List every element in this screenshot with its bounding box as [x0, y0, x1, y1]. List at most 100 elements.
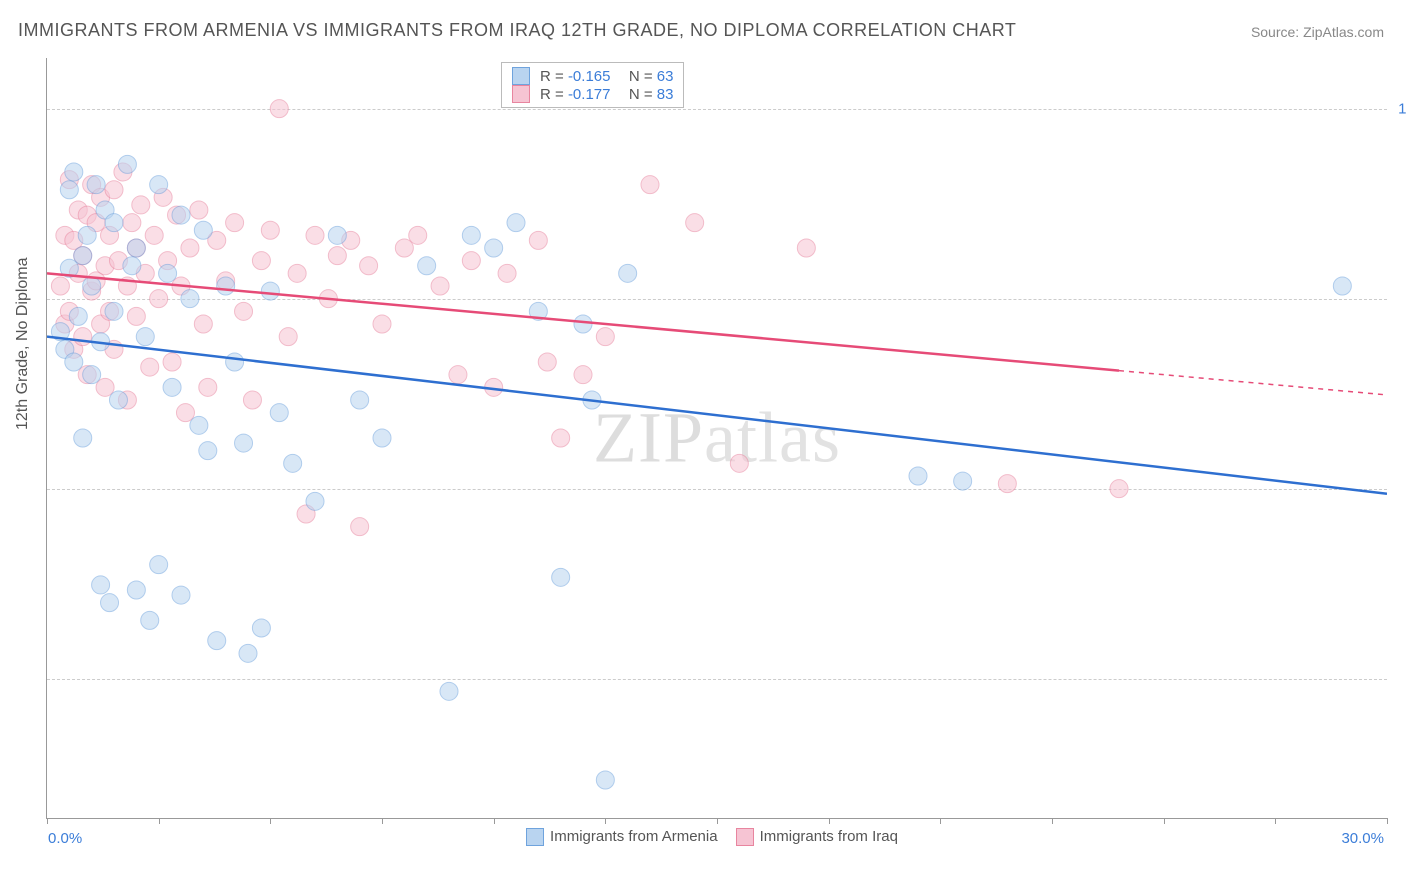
swatch-icon [512, 67, 530, 85]
scatter-point-armenia [574, 315, 592, 333]
scatter-point-armenia [78, 226, 96, 244]
scatter-point-iraq [235, 302, 253, 320]
scatter-point-armenia [270, 404, 288, 422]
scatter-point-armenia [123, 257, 141, 275]
scatter-point-armenia [351, 391, 369, 409]
scatter-point-armenia [194, 221, 212, 239]
scatter-point-iraq [190, 201, 208, 219]
scatter-point-armenia [74, 247, 92, 265]
legend: Immigrants from ArmeniaImmigrants from I… [0, 828, 1406, 846]
scatter-point-iraq [431, 277, 449, 295]
scatter-point-iraq [123, 214, 141, 232]
scatter-point-armenia [596, 771, 614, 789]
scatter-point-iraq [686, 214, 704, 232]
x-tick [829, 818, 830, 824]
scatter-point-iraq [176, 404, 194, 422]
scatter-point-armenia [252, 619, 270, 637]
trendline-armenia [47, 337, 1387, 494]
scatter-point-armenia [109, 391, 127, 409]
scatter-point-armenia [208, 632, 226, 650]
x-tick [382, 818, 383, 824]
scatter-point-armenia [87, 176, 105, 194]
scatter-point-armenia [127, 239, 145, 257]
scatter-point-iraq [797, 239, 815, 257]
x-tick [605, 818, 606, 824]
scatter-point-armenia [261, 282, 279, 300]
stat-row-iraq: R = -0.177 N = 83 [512, 85, 673, 103]
scatter-point-armenia [462, 226, 480, 244]
stat-r-label: R = -0.177 [540, 86, 610, 103]
scatter-point-armenia [105, 302, 123, 320]
scatter-point-iraq [181, 239, 199, 257]
scatter-point-armenia [440, 682, 458, 700]
scatter-point-iraq [360, 257, 378, 275]
scatter-point-armenia [118, 155, 136, 173]
x-tick [1052, 818, 1053, 824]
scatter-point-iraq [998, 475, 1016, 493]
scatter-point-armenia [172, 206, 190, 224]
scatter-point-armenia [306, 492, 324, 510]
scatter-point-armenia [954, 472, 972, 490]
scatter-point-armenia [163, 378, 181, 396]
x-tick [1275, 818, 1276, 824]
y-tick-label: 77.5% [1394, 670, 1406, 687]
stat-r-label: R = -0.165 [540, 68, 610, 85]
scatter-point-iraq [132, 196, 150, 214]
stat-n-value: 83 [657, 86, 674, 103]
scatter-point-armenia [235, 434, 253, 452]
stat-r-value: -0.165 [568, 68, 611, 85]
scatter-point-iraq [194, 315, 212, 333]
scatter-point-iraq [288, 264, 306, 282]
scatter-point-iraq [462, 252, 480, 270]
x-tick [940, 818, 941, 824]
scatter-point-armenia [485, 239, 503, 257]
scatter-point-armenia [239, 644, 257, 662]
stat-r-value: -0.177 [568, 86, 611, 103]
stat-row-armenia: R = -0.165 N = 63 [512, 67, 673, 85]
scatter-point-iraq [449, 366, 467, 384]
x-tick [47, 818, 48, 824]
stat-n-value: 63 [657, 68, 674, 85]
scatter-point-iraq [552, 429, 570, 447]
scatter-point-armenia [418, 257, 436, 275]
scatter-point-armenia [328, 226, 346, 244]
scatter-point-armenia [226, 353, 244, 371]
legend-label-iraq: Immigrants from Iraq [760, 828, 898, 845]
scatter-point-armenia [199, 442, 217, 460]
scatter-point-armenia [105, 214, 123, 232]
scatter-point-iraq [328, 247, 346, 265]
scatter-svg [47, 58, 1387, 818]
scatter-point-iraq [51, 277, 69, 295]
x-tick [494, 818, 495, 824]
scatter-point-iraq [199, 378, 217, 396]
scatter-point-iraq [306, 226, 324, 244]
scatter-point-armenia [159, 264, 177, 282]
scatter-point-armenia [92, 576, 110, 594]
y-tick-label: 100.0% [1394, 100, 1406, 117]
chart-plot-area: ZIPatlas R = -0.165 N = 63 R = -0.177 N … [46, 58, 1387, 819]
scatter-point-armenia [74, 429, 92, 447]
scatter-point-iraq [74, 328, 92, 346]
scatter-point-iraq [226, 214, 244, 232]
y-axis-label: 12th Grade, No Diploma [14, 257, 32, 430]
scatter-point-armenia [150, 556, 168, 574]
scatter-point-armenia [1333, 277, 1351, 295]
scatter-point-iraq [373, 315, 391, 333]
scatter-point-iraq [96, 378, 114, 396]
scatter-point-armenia [150, 176, 168, 194]
stat-n-label: N = 63 [620, 68, 673, 85]
scatter-point-iraq [279, 328, 297, 346]
scatter-point-iraq [163, 353, 181, 371]
y-tick-label: 85.0% [1394, 480, 1406, 497]
legend-swatch-armenia [526, 828, 544, 846]
scatter-point-armenia [60, 181, 78, 199]
scatter-point-iraq [1110, 480, 1128, 498]
trendline-iraq-extrapolated [1119, 371, 1387, 395]
x-tick [1164, 818, 1165, 824]
stat-n-label: N = 83 [620, 86, 673, 103]
scatter-point-iraq [105, 181, 123, 199]
scatter-point-armenia [181, 290, 199, 308]
scatter-point-iraq [150, 290, 168, 308]
scatter-point-armenia [83, 366, 101, 384]
scatter-point-armenia [190, 416, 208, 434]
